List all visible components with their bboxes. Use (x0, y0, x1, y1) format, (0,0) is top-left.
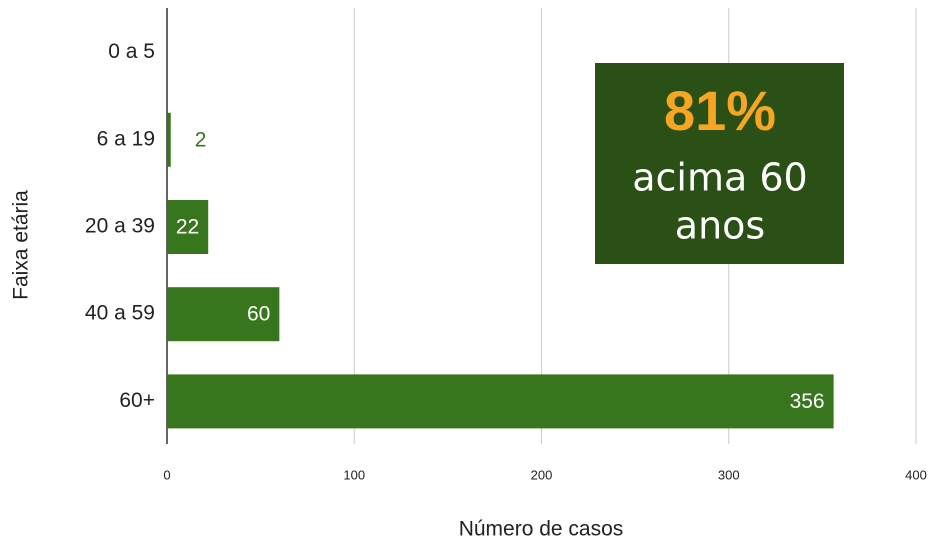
x-tick-label: 100 (343, 467, 365, 482)
annotation-text: anos (675, 204, 765, 248)
x-tick-label: 0 (163, 467, 170, 482)
data-label: 2 (195, 128, 207, 151)
x-tick-label: 300 (718, 467, 740, 482)
data-label: 60 (247, 303, 270, 326)
data-label: 356 (790, 390, 825, 413)
y-axis-label: Faixa etária (10, 190, 33, 300)
x-tick-label: 200 (531, 467, 553, 482)
bar (167, 200, 209, 254)
annotation-highlight: 81% (664, 79, 776, 142)
y-tick-label: 40 a 59 (85, 302, 155, 325)
bar (167, 112, 171, 167)
y-tick-label: 20 a 39 (85, 215, 155, 238)
bar (167, 287, 280, 342)
bar (167, 374, 834, 429)
annotation-text: acima 60 (632, 156, 807, 200)
x-axis-label: Número de casos (459, 518, 624, 541)
y-tick-label: 60+ (119, 389, 155, 412)
annotation-box (595, 63, 844, 264)
y-tick-label: 6 a 19 (97, 127, 155, 150)
x-tick-label: 400 (905, 467, 927, 482)
y-tick-label: 0 a 5 (108, 40, 155, 63)
data-label: 22 (176, 216, 199, 239)
